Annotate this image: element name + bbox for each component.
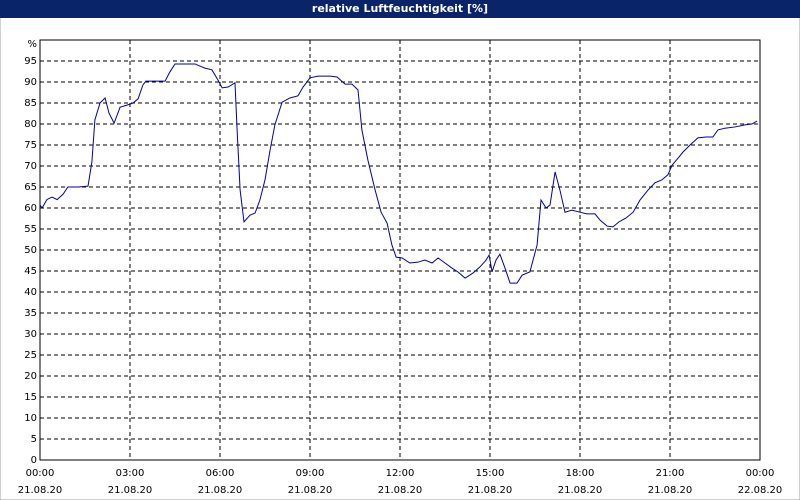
y-tick-label: 60 <box>24 203 37 214</box>
y-tick-label: 20 <box>24 371 37 382</box>
x-tick-date: 21.08.20 <box>108 485 153 496</box>
x-tick-label: 09:00 <box>296 468 325 479</box>
x-tick-date: 21.08.20 <box>558 485 603 496</box>
x-tick-date: 21.08.20 <box>468 485 513 496</box>
data-line <box>39 63 758 284</box>
y-tick-label: 25 <box>24 350 37 361</box>
y-tick-label: 30 <box>24 329 37 340</box>
x-tick-date: 21.08.20 <box>288 485 333 496</box>
x-tick-label: 00:00 <box>26 468 55 479</box>
y-tick-label: 55 <box>24 224 37 235</box>
y-tick-label: 90 <box>24 77 37 88</box>
y-tick-label: 65 <box>24 182 37 193</box>
y-tick-label: 15 <box>24 392 37 403</box>
x-tick-label: 00:00 <box>746 468 775 479</box>
y-tick-label: 85 <box>24 98 37 109</box>
x-tick-label: 15:00 <box>476 468 505 479</box>
y-tick-label: 45 <box>24 266 37 277</box>
y-tick-label: 80 <box>24 119 37 130</box>
y-tick-label: 35 <box>24 308 37 319</box>
x-tick-label: 12:00 <box>386 468 415 479</box>
chart-title: relative Luftfeuchtigkeit [%] <box>312 2 488 15</box>
x-tick-label: 21:00 <box>656 468 685 479</box>
y-tick-label: 40 <box>24 287 37 298</box>
y-tick-label: 10 <box>24 413 37 424</box>
y-tick-label: 50 <box>24 245 37 256</box>
y-tick-label: 75 <box>24 140 37 151</box>
x-tick-date: 22.08.20 <box>738 485 783 496</box>
x-tick-label: 03:00 <box>116 468 145 479</box>
plot-frame <box>39 39 761 461</box>
y-tick-label: 70 <box>24 161 37 172</box>
x-tick-date: 21.08.20 <box>648 485 693 496</box>
x-tick-label: 06:00 <box>206 468 235 479</box>
y-tick-label: 5 <box>31 434 37 445</box>
y-axis-label: % <box>27 39 37 50</box>
y-tick-label: 95 <box>24 56 37 67</box>
y-tick-label: 0 <box>31 455 37 466</box>
x-tick-label: 18:00 <box>566 468 595 479</box>
x-tick-date: 21.08.20 <box>198 485 243 496</box>
x-tick-date: 21.08.20 <box>18 485 63 496</box>
x-tick-date: 21.08.20 <box>378 485 423 496</box>
title-bar <box>0 0 800 18</box>
